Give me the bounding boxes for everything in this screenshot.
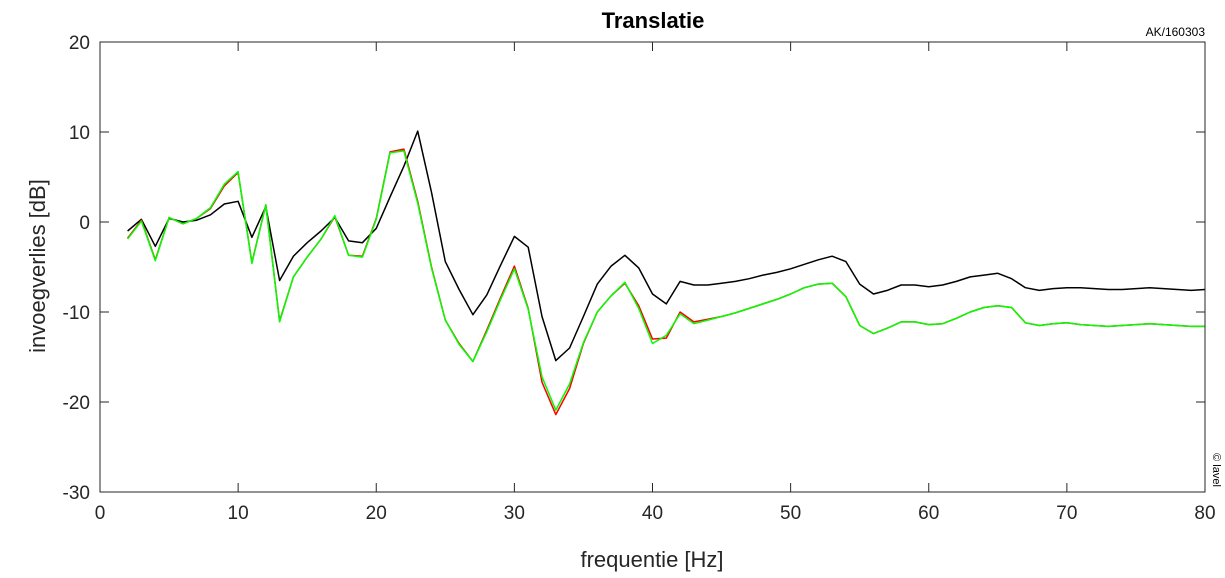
plot-area-frame (99, 41, 1206, 493)
x-tick-label: 70 (1056, 503, 1077, 524)
x-tick-label: 30 (504, 503, 525, 524)
y-tick-label: 10 (69, 123, 90, 144)
ticks-layer: 0 10 20 30 40 50 60 70 80 -30 -20 -10 0 10 20 (63, 33, 1216, 524)
x-tick-label: 80 (1194, 503, 1215, 524)
x-tick-label: 60 (918, 503, 939, 524)
series-line-black (127, 130, 1206, 362)
x-tick-label: 20 (366, 503, 387, 524)
x-axis-label: frequentie [Hz] (580, 547, 723, 572)
y-axis-label: invoegverlies [dB] (25, 179, 50, 353)
x-tick-label: 0 (95, 503, 106, 524)
y-tick-label: 20 (69, 33, 90, 54)
y-tick-label: 0 (79, 213, 90, 234)
series-line-green (127, 150, 1205, 411)
y-tick-label: -30 (63, 483, 90, 504)
y-tick-label: -10 (63, 303, 90, 324)
copyright-annotation: © lavel (1210, 453, 1222, 487)
x-tick-label: 10 (228, 503, 249, 524)
x-tick-label: 50 (780, 503, 801, 524)
series-layer (127, 130, 1206, 416)
chart-title: Translatie (602, 8, 705, 33)
chart-code-annotation: AK/160303 (1146, 25, 1206, 39)
y-tick-label: -20 (63, 393, 90, 414)
x-tick-label: 40 (642, 503, 663, 524)
